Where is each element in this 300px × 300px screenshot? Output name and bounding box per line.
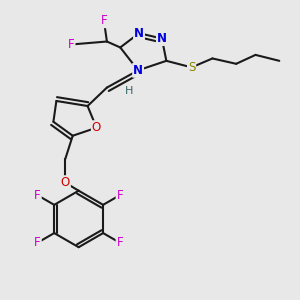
Text: F: F [34, 189, 41, 202]
Text: S: S [188, 61, 195, 74]
Text: F: F [34, 236, 41, 249]
Text: N: N [134, 27, 144, 40]
Text: H: H [125, 85, 134, 96]
Text: F: F [116, 189, 123, 202]
Text: F: F [100, 14, 107, 27]
Text: N: N [133, 64, 143, 77]
Text: O: O [61, 176, 70, 189]
Text: F: F [116, 236, 123, 249]
Text: N: N [157, 32, 167, 45]
Text: O: O [92, 121, 101, 134]
Text: F: F [68, 38, 74, 51]
